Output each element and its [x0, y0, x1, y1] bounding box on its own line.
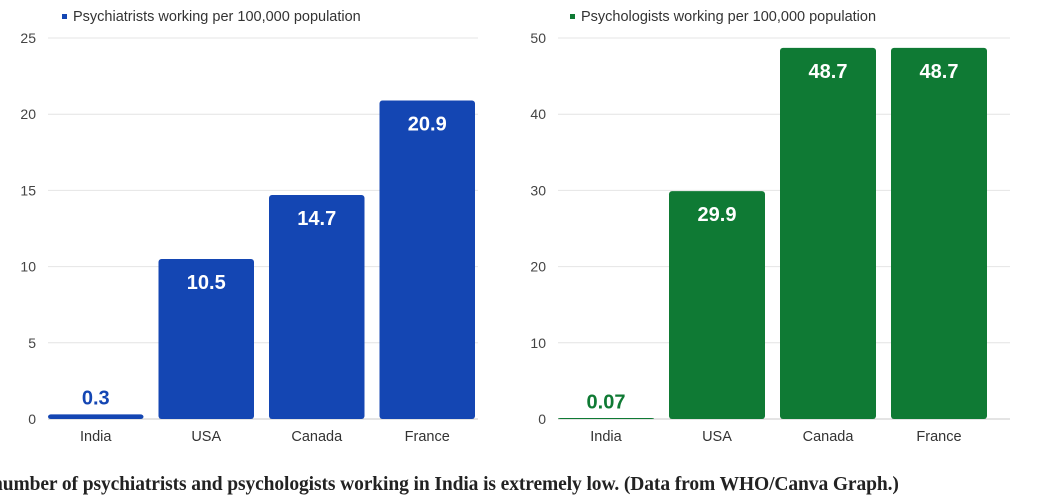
- y-tick-label: 10: [20, 259, 36, 275]
- figure-caption: number of psychiatrists and psychologist…: [0, 474, 899, 495]
- x-tick-label: Canada: [291, 429, 343, 445]
- data-label: 48.7: [809, 61, 848, 83]
- data-label: 29.9: [698, 204, 737, 226]
- y-tick-label: 0: [538, 411, 546, 427]
- x-tick-label: India: [590, 429, 622, 445]
- data-label: 10.5: [187, 272, 226, 294]
- y-tick-label: 5: [28, 335, 36, 351]
- y-tick-label: 20: [530, 259, 546, 275]
- bar: [669, 191, 765, 419]
- legend-swatch: [62, 14, 67, 19]
- y-tick-label: 30: [530, 182, 546, 198]
- y-tick-label: 25: [20, 30, 36, 46]
- psychiatrists-svg: 0 5 10 15 20 25 Psychiatrists working per 100,…: [20, 9, 478, 445]
- x-tick-label: India: [80, 429, 112, 445]
- x-tick-label: USA: [191, 429, 221, 445]
- bar: [269, 194, 365, 419]
- bar: [379, 100, 475, 419]
- data-label: 48.7: [920, 61, 959, 83]
- y-tick-label: 20: [20, 106, 36, 122]
- x-tick-label: France: [405, 429, 450, 445]
- psychiatrists-chart: 0 5 10 15 20 25 Psychiatrists working per 100,…: [0, 0, 510, 460]
- y-tick-label: 10: [530, 335, 546, 351]
- bar: [48, 414, 144, 419]
- data-label: 14.7: [297, 208, 336, 230]
- x-tick-label: USA: [702, 429, 732, 445]
- data-label: 0.07: [587, 391, 626, 413]
- y-tick-label: 15: [20, 182, 36, 198]
- bar: [891, 47, 987, 419]
- x-tick-label: France: [916, 429, 961, 445]
- legend-label: Psychiatrists working per 100,000 popula…: [73, 9, 361, 25]
- psychologists-chart: 0 10 20 30 40 50 Psychologists working per 100…: [510, 0, 1041, 460]
- data-label: 20.9: [408, 113, 447, 135]
- psychologists-svg: 0 10 20 30 40 50 Psychologists working per 100…: [530, 9, 1010, 445]
- bar: [558, 418, 654, 419]
- bar: [780, 47, 876, 419]
- y-tick-label: 40: [530, 106, 546, 122]
- bar: [158, 258, 254, 419]
- legend-swatch: [570, 14, 575, 19]
- data-label: 0.3: [82, 387, 110, 409]
- y-tick-label: 0: [28, 411, 36, 427]
- legend-label: Psychologists working per 100,000 popula…: [581, 9, 876, 25]
- y-tick-label: 50: [530, 30, 546, 46]
- x-tick-label: Canada: [803, 429, 855, 445]
